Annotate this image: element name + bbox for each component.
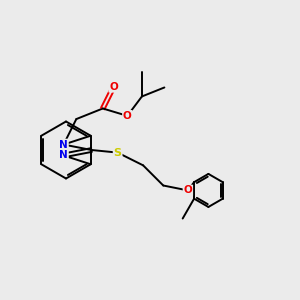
Text: N: N (59, 140, 68, 150)
Text: O: O (123, 111, 132, 121)
Text: O: O (109, 82, 118, 92)
Text: N: N (59, 150, 68, 161)
Text: S: S (114, 148, 122, 158)
Text: O: O (184, 185, 192, 195)
